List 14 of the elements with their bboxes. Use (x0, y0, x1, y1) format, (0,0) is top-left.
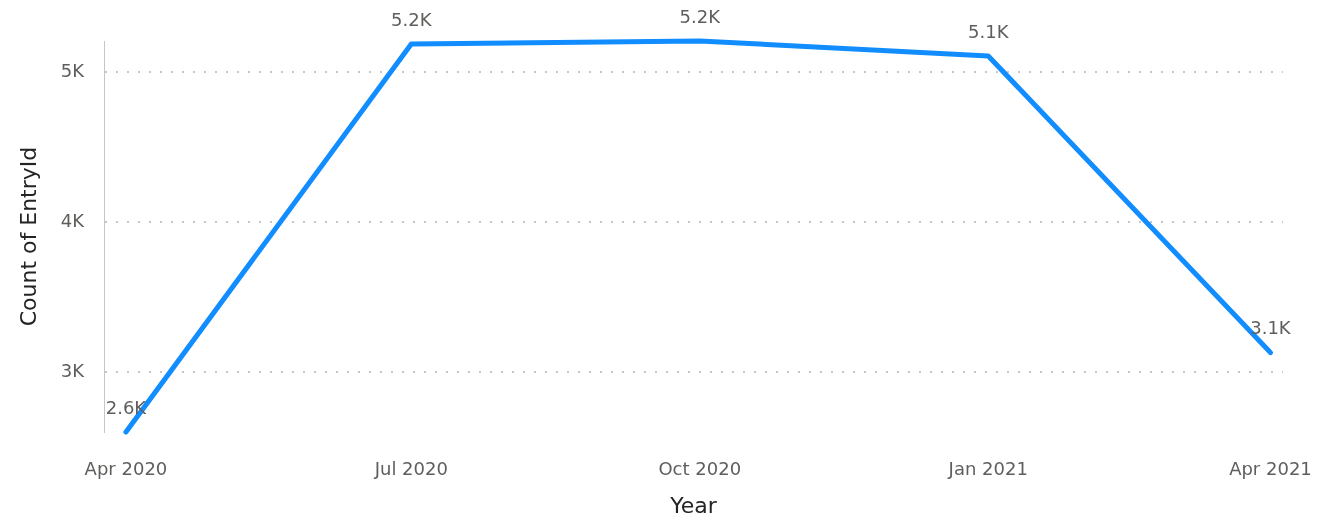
x-tick-label: Apr 2020 (84, 458, 168, 480)
data-label: 3.1K (1250, 317, 1292, 339)
data-label: 5.1K (968, 20, 1010, 42)
y-tick-label: 4K (60, 209, 86, 231)
y-tick-label: 5K (60, 60, 86, 82)
x-tick-label: Oct 2020 (658, 458, 742, 480)
data-label: 5.2K (679, 5, 722, 27)
x-tick-label: Apr 2021 (1229, 458, 1312, 480)
x-tick-label: Jan 2021 (947, 458, 1028, 480)
x-tick-label: Jul 2020 (373, 458, 448, 480)
data-label: 5.2K (391, 8, 433, 30)
y-tick-label: 3K (60, 359, 86, 381)
x-axis-title: Year (669, 492, 718, 518)
y-axis-title: Count of EntryId (15, 146, 41, 327)
